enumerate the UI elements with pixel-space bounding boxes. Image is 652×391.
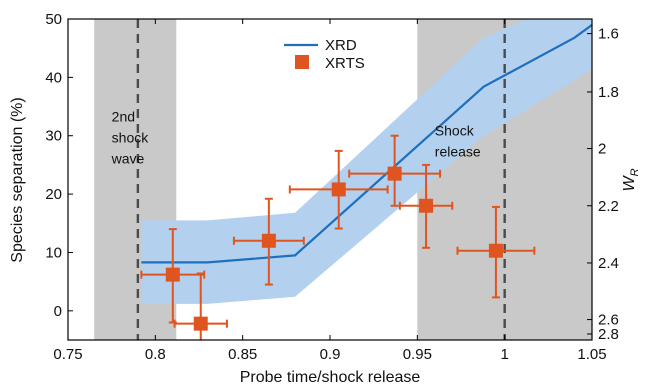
x-tick-label-1: 0.8 bbox=[145, 346, 166, 363]
xrts-point-4 bbox=[348, 134, 442, 207]
xrts-point-0 bbox=[140, 228, 206, 324]
annotation-0: 2nd shock wave bbox=[111, 109, 150, 167]
annotation-1-line-1: release bbox=[435, 144, 481, 160]
x-axis-ticks: 0.75 0.8 0.85 0.9 0.95 1 1.05 bbox=[53, 19, 607, 363]
y-axis-ticks: 0 10 20 30 40 50 bbox=[45, 11, 73, 320]
xrts-marker-4 bbox=[387, 166, 402, 181]
y2-axis-title: WR bbox=[621, 168, 641, 191]
y2-tick-label-0: 1.6 bbox=[598, 26, 619, 43]
xrts-marker-1 bbox=[193, 316, 208, 331]
legend-swatch-xrts bbox=[295, 55, 309, 69]
xrts-marker-0 bbox=[165, 267, 180, 282]
y2-tick-label-1: 1.8 bbox=[598, 84, 619, 101]
xrts-point-2 bbox=[232, 197, 305, 286]
x-tick-label-0: 0.75 bbox=[53, 346, 82, 363]
y-tick-label-0: 0 bbox=[54, 303, 62, 320]
y2-axis-title-sub: R bbox=[629, 168, 641, 176]
annotation-1: Shock release bbox=[435, 123, 481, 160]
xrts-marker-6 bbox=[488, 243, 503, 258]
x-tick-label-4: 0.95 bbox=[403, 346, 432, 363]
xrts-points bbox=[140, 134, 536, 340]
y-tick-label-5: 50 bbox=[45, 11, 62, 28]
legend-label-xrts: XRTS bbox=[325, 55, 365, 72]
y2-tick-label-3: 2.2 bbox=[598, 198, 619, 215]
xrts-marker-5 bbox=[419, 198, 434, 213]
xrts-marker-3 bbox=[331, 182, 346, 197]
annotation-1-line-0: Shock bbox=[435, 123, 475, 139]
xrts-marker-2 bbox=[261, 233, 276, 248]
y-tick-label-2: 20 bbox=[45, 186, 62, 203]
y-tick-label-3: 30 bbox=[45, 128, 62, 145]
xrts-point-6 bbox=[456, 205, 536, 299]
y-tick-label-4: 40 bbox=[45, 69, 62, 86]
x-tick-label-5: 1 bbox=[500, 346, 508, 363]
xrts-point-5 bbox=[398, 163, 454, 249]
y2-axis-ticks: 1.6 1.8 2 2.2 2.4 2.62.8 bbox=[587, 26, 619, 343]
xrts-point-1 bbox=[173, 272, 228, 340]
x-axis-title: Probe time/shock release bbox=[240, 369, 421, 386]
legend-label-xrd: XRD bbox=[325, 37, 357, 54]
x-tick-label-6: 1.05 bbox=[577, 346, 606, 363]
dashed-reference-lines bbox=[136, 19, 506, 340]
y-tick-label-1: 10 bbox=[45, 244, 62, 261]
x-tick-label-3: 0.9 bbox=[320, 346, 341, 363]
annotation-0-line-1: shock bbox=[112, 130, 150, 146]
y2-axis-title-main: W bbox=[621, 175, 638, 192]
annotation-0-line-0: 2nd bbox=[112, 109, 135, 125]
y-axis-title: Species separation (%) bbox=[9, 97, 26, 262]
annotation-0-line-2: wave bbox=[111, 151, 145, 167]
xrts-point-3 bbox=[288, 149, 389, 230]
y2-tick-label-5: 2.6 bbox=[598, 312, 619, 329]
y2-tick-label-2: 2 bbox=[598, 141, 606, 158]
y2-tick-label-6: 2.8 bbox=[598, 326, 619, 343]
y2-tick-label-4: 2.4 bbox=[598, 255, 619, 272]
x-tick-label-2: 0.85 bbox=[228, 346, 257, 363]
annotations: 2nd shock wave Shock release bbox=[111, 109, 481, 167]
